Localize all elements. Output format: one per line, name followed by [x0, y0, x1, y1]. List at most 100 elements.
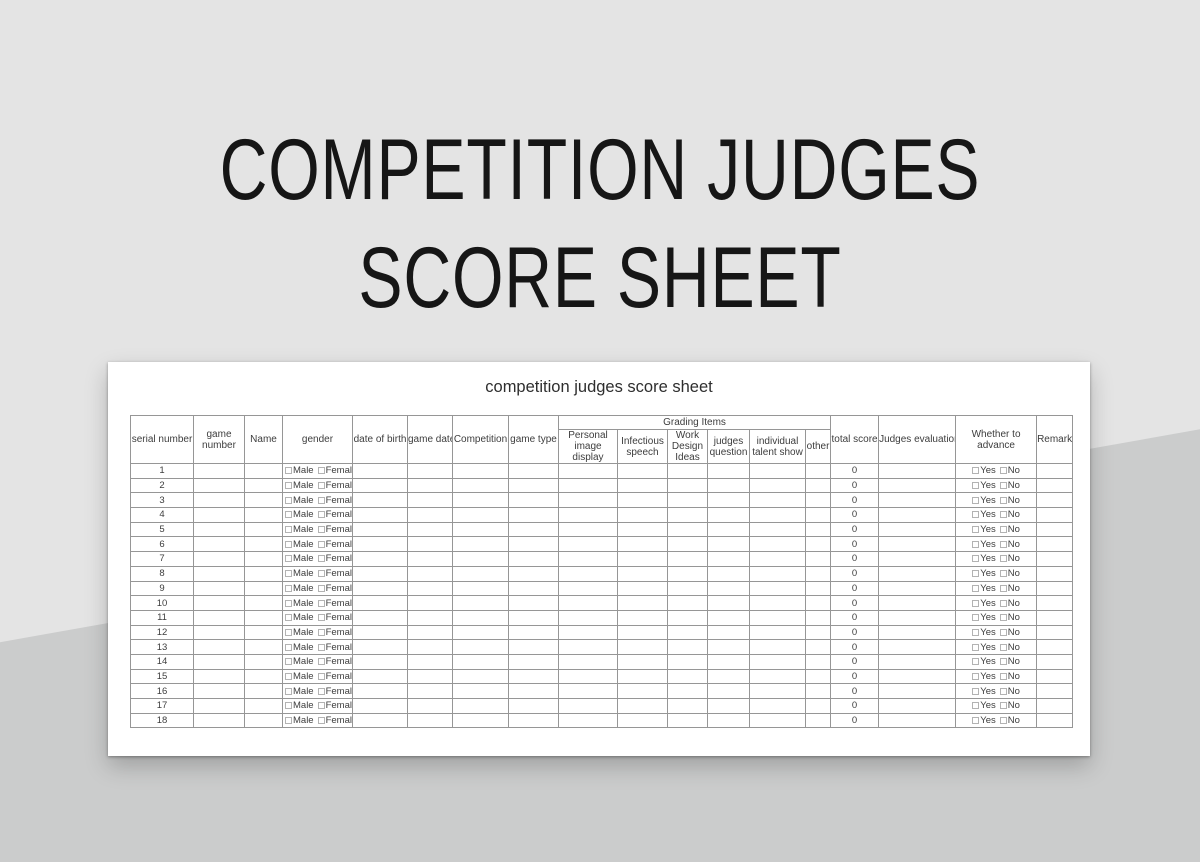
- advance-no-checkbox[interactable]: No: [999, 715, 1020, 727]
- gender-male-checkbox[interactable]: Male: [285, 495, 314, 505]
- gender-male-checkbox[interactable]: Male: [285, 553, 314, 565]
- advance-yes-checkbox[interactable]: Yes: [972, 495, 996, 505]
- cell-game-type: [508, 507, 559, 523]
- cell-remark: [1036, 624, 1074, 641]
- cell-game-type: [508, 565, 559, 582]
- cell-work-design-ideas: [667, 507, 708, 523]
- checkbox-label: Male: [293, 553, 314, 565]
- checkbox-label: Female: [325, 568, 352, 580]
- checkbox-label: Yes: [980, 509, 996, 521]
- cell-work-design-ideas: [667, 463, 708, 479]
- gender-female-checkbox[interactable]: Female: [317, 657, 352, 667]
- advance-yes-checkbox[interactable]: Yes: [972, 716, 996, 725]
- advance-yes-checkbox[interactable]: Yes: [972, 466, 996, 476]
- cell-infectious-speech: [617, 653, 668, 670]
- advance-yes-checkbox[interactable]: Yes: [972, 701, 996, 711]
- advance-no-checkbox[interactable]: No: [999, 525, 1020, 534]
- gender-female-checkbox[interactable]: Female: [317, 510, 352, 520]
- gender-male-checkbox[interactable]: Male: [285, 481, 314, 490]
- advance-no-checkbox[interactable]: No: [999, 642, 1020, 652]
- advance-no-checkbox[interactable]: No: [999, 510, 1020, 520]
- gender-female-checkbox[interactable]: Female: [317, 481, 352, 490]
- gender-male-checkbox[interactable]: Male: [285, 716, 314, 725]
- advance-no-checkbox[interactable]: No: [999, 613, 1020, 622]
- gender-male-checkbox[interactable]: Male: [285, 540, 314, 549]
- gender-female-checkbox[interactable]: Female: [317, 628, 352, 637]
- gender-female-checkbox[interactable]: Female: [317, 716, 352, 725]
- gender-female-checkbox[interactable]: Female: [317, 598, 352, 608]
- advance-no-checkbox[interactable]: No: [999, 657, 1020, 667]
- gender-female-checkbox[interactable]: Female: [317, 642, 352, 652]
- gender-female-checkbox[interactable]: Female: [317, 540, 352, 549]
- gender-male-checkbox[interactable]: Male: [285, 613, 314, 622]
- cell-game-date: [407, 595, 453, 611]
- gender-female-checkbox[interactable]: Female: [317, 686, 352, 696]
- gender-male-checkbox[interactable]: Male: [285, 584, 314, 593]
- gender-female-checkbox[interactable]: Female: [317, 584, 352, 593]
- advance-no-checkbox[interactable]: No: [999, 584, 1020, 593]
- advance-yes-checkbox[interactable]: Yes: [972, 584, 996, 593]
- advance-no-checkbox[interactable]: No: [999, 686, 1020, 696]
- gender-male-checkbox[interactable]: Male: [285, 628, 314, 637]
- advance-yes-checkbox[interactable]: Yes: [972, 613, 996, 622]
- gender-female-checkbox[interactable]: Female: [317, 525, 352, 534]
- gender-male-checkbox[interactable]: Male: [285, 525, 314, 534]
- gender-female-checkbox[interactable]: Female: [317, 672, 352, 681]
- advance-no-checkbox[interactable]: No: [999, 466, 1020, 476]
- cell-whether-to-advance: Yes No: [955, 565, 1038, 582]
- checkbox-label: Male: [293, 612, 314, 624]
- advance-no-checkbox[interactable]: No: [999, 495, 1020, 505]
- advance-yes-checkbox[interactable]: Yes: [972, 525, 996, 534]
- advance-no-checkbox[interactable]: No: [999, 569, 1020, 578]
- gender-male-checkbox[interactable]: Male: [285, 466, 314, 476]
- table-row: 10 Male Female 0 Yes No: [130, 595, 1074, 611]
- gender-male-checkbox[interactable]: Male: [285, 598, 314, 608]
- advance-yes-checkbox[interactable]: Yes: [972, 657, 996, 667]
- advance-no-checkbox[interactable]: No: [999, 554, 1020, 564]
- gender-female-checkbox[interactable]: Female: [317, 568, 352, 580]
- col-header-individual-talent-show: individual talent show: [749, 429, 806, 464]
- cell-name: [244, 595, 283, 611]
- cell-judges-question: [707, 565, 750, 582]
- gender-male-checkbox[interactable]: Male: [285, 510, 314, 520]
- advance-no-checkbox[interactable]: No: [999, 540, 1020, 549]
- gender-female-checkbox[interactable]: Female: [317, 701, 352, 711]
- gender-male-checkbox[interactable]: Male: [285, 701, 314, 711]
- gender-male-checkbox[interactable]: Male: [285, 642, 314, 652]
- checkbox-label: No: [1007, 670, 1020, 682]
- gender-male-checkbox[interactable]: Male: [285, 569, 314, 578]
- gender-male-checkbox[interactable]: Male: [285, 672, 314, 681]
- gender-female-checkbox[interactable]: Female: [317, 613, 352, 622]
- advance-yes-checkbox[interactable]: Yes: [972, 569, 996, 578]
- advance-no-checkbox[interactable]: No: [999, 628, 1020, 637]
- advance-no-checkbox[interactable]: No: [999, 481, 1020, 490]
- advance-no-checkbox[interactable]: No: [999, 701, 1020, 711]
- cell-other: [804, 580, 832, 597]
- gender-female-checkbox[interactable]: Female: [317, 466, 352, 476]
- cell-game-type: [508, 536, 559, 553]
- checkbox-label: Yes: [980, 670, 996, 682]
- advance-yes-checkbox[interactable]: Yes: [972, 554, 996, 564]
- advance-yes-checkbox[interactable]: Yes: [972, 628, 996, 637]
- advance-yes-checkbox[interactable]: Yes: [972, 686, 996, 696]
- advance-no-checkbox[interactable]: No: [999, 670, 1020, 682]
- gender-female-checkbox[interactable]: Female: [317, 554, 352, 564]
- checkbox-label: Male: [293, 656, 314, 668]
- advance-yes-checkbox[interactable]: Yes: [972, 598, 996, 608]
- advance-yes-checkbox[interactable]: Yes: [972, 540, 996, 549]
- cell-whether-to-advance: Yes No: [955, 536, 1038, 553]
- gender-male-checkbox[interactable]: Male: [285, 656, 314, 668]
- checkbox-label: No: [1007, 715, 1020, 727]
- advance-yes-checkbox[interactable]: Yes: [972, 672, 996, 681]
- gender-male-checkbox[interactable]: Male: [285, 686, 314, 696]
- cell-gender: Male Female: [282, 624, 353, 641]
- advance-yes-checkbox[interactable]: Yes: [972, 509, 996, 521]
- cell-gender: Male Female: [282, 492, 353, 509]
- gender-female-checkbox[interactable]: Female: [317, 495, 352, 505]
- checkbox-square-icon: [317, 511, 325, 519]
- cell-individual-talent-show: [749, 698, 806, 714]
- checkbox-square-icon: [999, 643, 1007, 651]
- advance-no-checkbox[interactable]: No: [999, 598, 1020, 608]
- advance-yes-checkbox[interactable]: Yes: [972, 481, 996, 490]
- advance-yes-checkbox[interactable]: Yes: [972, 642, 996, 652]
